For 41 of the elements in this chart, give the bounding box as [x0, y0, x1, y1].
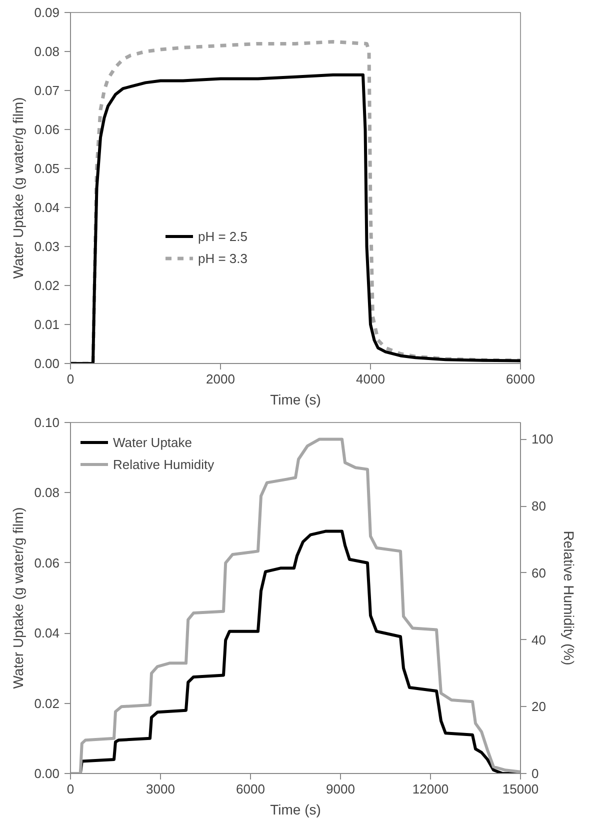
y-tick-label: 0.10 — [34, 415, 60, 430]
legend-label: Water Uptake — [113, 434, 192, 450]
y-tick-label: 0.02 — [34, 278, 60, 293]
x-tick-label: 12000 — [412, 782, 449, 796]
x-tick-label: 0 — [66, 782, 74, 796]
y2-axis-title: Relative Humidity (%) — [561, 530, 578, 666]
x-tick-label: 0 — [66, 372, 74, 386]
y-tick-label: 0.02 — [34, 696, 60, 711]
y-tick-label: 0.04 — [34, 626, 60, 641]
x-tick-label: 6000 — [506, 372, 535, 386]
y-tick-label: 0.05 — [34, 161, 60, 176]
y2-tick-label: 20 — [532, 699, 546, 714]
x-tick-label: 9000 — [326, 782, 355, 796]
y-tick-label: 0.08 — [34, 485, 60, 500]
y-tick-label: 0.09 — [34, 5, 60, 20]
y-tick-label: 0.06 — [34, 555, 60, 570]
y2-tick-label: 60 — [532, 565, 546, 580]
y-tick-label: 0.01 — [34, 317, 60, 332]
x-tick-label: 4000 — [356, 372, 385, 386]
y2-tick-label: 0 — [532, 766, 539, 781]
y-tick-label: 0.03 — [34, 239, 60, 254]
y-tick-label: 0.04 — [34, 200, 60, 215]
legend-label: pH = 3.3 — [198, 250, 248, 266]
y-axis-title: Water Uptake (g water/g film) — [10, 97, 26, 279]
x-tick-label: 15000 — [502, 782, 539, 796]
legend-label: pH = 2.5 — [198, 228, 248, 244]
y-tick-label: 0.06 — [34, 122, 60, 137]
y-tick-label: 0.08 — [34, 44, 60, 59]
y-axis-title: Water Uptake (g water/g film) — [10, 507, 26, 689]
y2-tick-label: 40 — [532, 632, 546, 648]
x-tick-label: 3000 — [146, 782, 175, 796]
y-tick-label: 0.07 — [34, 83, 60, 98]
y2-tick-label: 80 — [532, 498, 546, 514]
x-axis-title: Time (s) — [270, 392, 321, 408]
x-axis-title: Time (s) — [270, 802, 321, 818]
x-tick-label: 6000 — [236, 782, 265, 796]
y2-tick-label: 100 — [532, 432, 554, 447]
y-tick-label: 0.00 — [34, 766, 60, 781]
legend-label: Relative Humidity — [113, 456, 214, 472]
x-tick-label: 2000 — [206, 372, 235, 386]
y-tick-label: 0.00 — [34, 356, 60, 371]
